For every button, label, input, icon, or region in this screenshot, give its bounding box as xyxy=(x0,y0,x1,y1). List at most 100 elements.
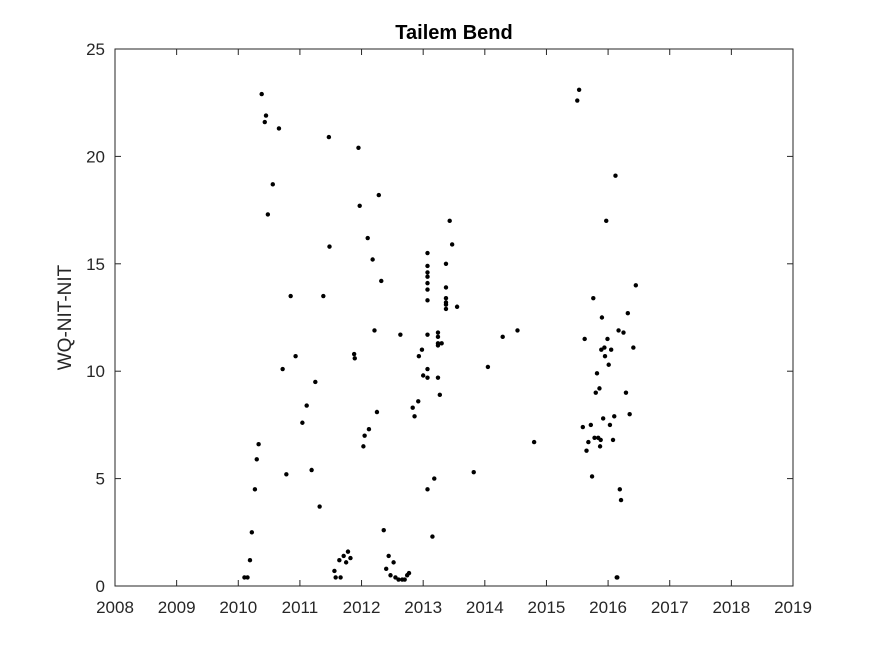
data-point xyxy=(588,422,594,428)
x-tick-label: 2009 xyxy=(158,598,196,617)
data-point xyxy=(425,287,430,292)
data-point xyxy=(321,293,326,299)
data-point xyxy=(309,467,314,473)
data-point xyxy=(416,399,421,404)
data-point xyxy=(345,549,351,554)
chart-title: Tailem Bend xyxy=(395,22,512,44)
data-point xyxy=(607,422,613,428)
data-point xyxy=(333,575,338,580)
data-point xyxy=(425,280,430,286)
data-point xyxy=(616,328,621,333)
data-point xyxy=(374,409,380,415)
data-point xyxy=(597,386,602,391)
data-point xyxy=(443,302,449,307)
y-tick-label: 5 xyxy=(96,470,105,489)
data-point xyxy=(254,457,259,462)
data-point xyxy=(443,295,449,301)
data-point xyxy=(447,218,452,224)
x-tick-label: 2016 xyxy=(589,598,627,617)
x-tick-label: 2018 xyxy=(712,598,750,617)
data-point xyxy=(326,134,332,140)
data-point xyxy=(631,345,636,350)
data-point xyxy=(252,487,258,492)
data-point xyxy=(280,366,285,372)
data-point xyxy=(357,203,362,209)
data-point xyxy=(593,390,598,395)
data-point xyxy=(263,113,269,118)
data-point xyxy=(362,433,367,438)
data-point xyxy=(361,444,366,449)
data-point xyxy=(449,242,455,247)
data-point xyxy=(341,553,346,559)
data-point xyxy=(410,405,415,410)
data-point xyxy=(592,435,597,440)
data-point xyxy=(338,575,343,580)
y-axis: 0 5 10 15 20 25 xyxy=(86,40,793,596)
data-point xyxy=(485,364,491,370)
data-point xyxy=(370,257,375,262)
data-point xyxy=(602,353,608,359)
x-tick-label: 2008 xyxy=(96,598,134,617)
y-tick-label: 15 xyxy=(86,255,105,274)
data-point xyxy=(402,577,407,582)
data-point xyxy=(425,298,430,303)
data-point xyxy=(425,250,430,256)
data-point xyxy=(270,182,275,187)
plot-area xyxy=(114,48,794,587)
data-point xyxy=(617,487,623,492)
data-point xyxy=(425,332,430,337)
data-point xyxy=(606,362,611,367)
data-point xyxy=(618,497,624,503)
data-point xyxy=(443,261,449,266)
data-point xyxy=(242,575,247,580)
data-point xyxy=(313,379,318,385)
data-point xyxy=(416,353,422,359)
data-point xyxy=(351,351,357,357)
data-point xyxy=(439,341,444,346)
data-point xyxy=(366,426,372,432)
data-point xyxy=(515,328,520,333)
data-point xyxy=(425,375,430,380)
data-point xyxy=(604,218,609,224)
data-point xyxy=(293,353,298,359)
data-point xyxy=(262,119,267,125)
data-point xyxy=(284,472,289,477)
data-point xyxy=(265,212,271,217)
data-point xyxy=(443,306,449,312)
data-point xyxy=(249,530,255,535)
data-point xyxy=(332,568,337,574)
x-tick-label: 2012 xyxy=(343,598,381,617)
y-tick-label: 0 xyxy=(96,577,105,596)
data-point xyxy=(589,474,595,479)
data-point xyxy=(304,403,309,408)
data-point xyxy=(343,560,349,565)
x-tick-label: 2015 xyxy=(528,598,566,617)
data-point xyxy=(376,192,382,198)
data-point xyxy=(406,570,412,576)
data-point xyxy=(599,347,604,352)
data-point xyxy=(396,577,401,582)
data-point xyxy=(348,555,353,561)
data-point xyxy=(276,126,282,131)
data-point xyxy=(471,469,476,475)
data-point xyxy=(610,437,616,443)
data-point xyxy=(259,91,264,97)
x-axis: 2008 2009 2010 2011 2012 2013 2014 2015 2016 2017… xyxy=(96,49,812,617)
data-point xyxy=(576,87,582,93)
data-point xyxy=(500,334,505,340)
y-axis-label: WQ-NIT-NIT xyxy=(55,264,76,370)
data-point xyxy=(300,420,305,425)
data-point xyxy=(317,504,322,509)
data-point xyxy=(425,274,430,279)
data-point xyxy=(437,392,443,398)
data-point xyxy=(615,575,620,580)
data-point xyxy=(443,285,449,290)
data-point xyxy=(597,444,603,449)
data-point xyxy=(600,416,606,421)
data-point xyxy=(256,442,261,447)
data-point xyxy=(621,330,626,335)
data-point xyxy=(288,293,293,299)
data-point xyxy=(356,145,361,151)
data-point xyxy=(398,332,403,337)
